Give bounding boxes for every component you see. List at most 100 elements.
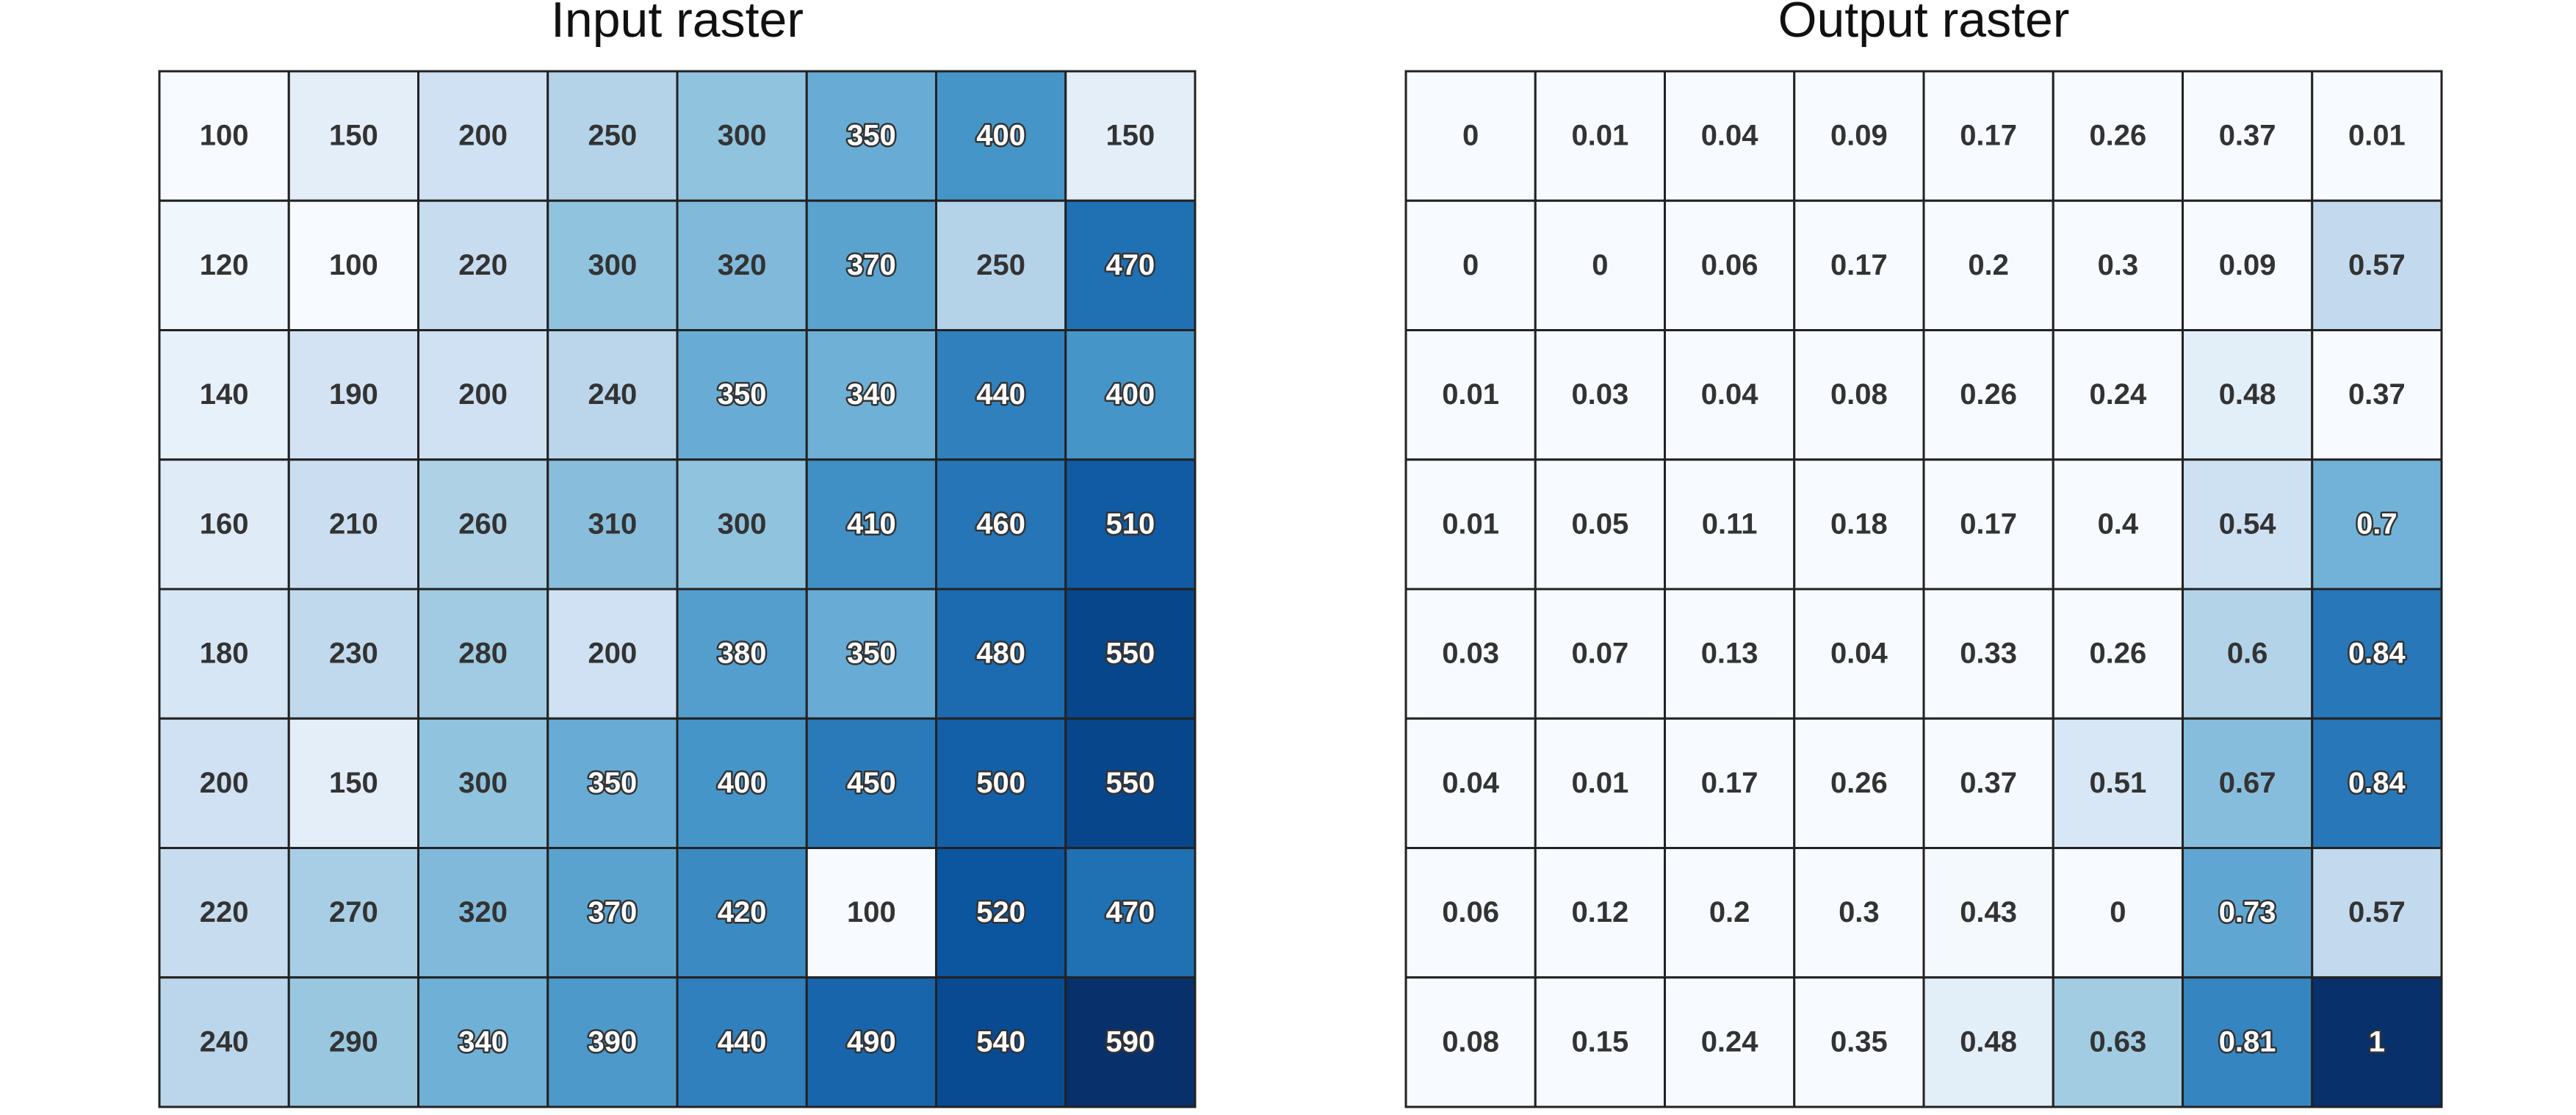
heatmap-cell — [1064, 976, 1197, 1108]
heatmap-cell — [1793, 847, 1925, 979]
cell-label: 0.26 — [1830, 767, 1888, 799]
heatmap-cell — [1404, 199, 1537, 331]
cell-label: 300 — [458, 767, 508, 799]
cell-label: 400 — [718, 767, 767, 799]
heatmap-cell — [1664, 199, 1796, 331]
heatmap-cell — [2052, 70, 2184, 202]
cell-label: 550 — [1106, 767, 1155, 799]
cell-label: 0.05 — [1571, 508, 1628, 540]
cell-label: 0.17 — [1960, 120, 2017, 152]
heatmap-cell — [1064, 199, 1197, 331]
cell-label: 140 — [200, 378, 249, 411]
heatmap-cell — [417, 847, 549, 979]
heatmap-cell — [2052, 588, 2184, 720]
cell-label: 0.48 — [2219, 378, 2276, 411]
cell-label: 0.26 — [2089, 120, 2146, 152]
cell-label: 0.48 — [1960, 1025, 2017, 1058]
cell-label: 590 — [1106, 1025, 1155, 1058]
cell-label: 0.17 — [1701, 767, 1758, 799]
heatmap-cell — [158, 458, 290, 591]
cell-label: 250 — [588, 120, 638, 152]
cell-label: 0.03 — [1571, 378, 1628, 411]
cell-label: 0.24 — [2089, 378, 2147, 411]
cell-label: 290 — [329, 1025, 378, 1058]
heatmap-cell — [2311, 458, 2443, 591]
cell-label: 260 — [458, 508, 508, 540]
heatmap-cell — [2182, 976, 2314, 1108]
heatmap-cell — [1664, 847, 1796, 979]
cell-label: 0.09 — [1830, 120, 1888, 152]
heatmap-cell — [1064, 847, 1197, 979]
heatmap-cell — [935, 847, 1067, 979]
cell-label: 410 — [847, 508, 896, 540]
heatmap-cell — [676, 588, 808, 720]
heatmap-cell — [546, 199, 679, 331]
cell-label: 0.84 — [2348, 638, 2406, 670]
chart-title: Output raster — [1778, 0, 2070, 48]
cell-label: 0.04 — [1442, 767, 1500, 799]
heatmap-cell — [287, 847, 419, 979]
cell-label: 0.01 — [1442, 378, 1499, 411]
heatmap-cell — [1922, 199, 2054, 331]
cell-label: 350 — [718, 378, 767, 411]
heatmap-cell — [1404, 329, 1537, 461]
cell-label: 230 — [329, 638, 378, 670]
heatmap-cell — [676, 458, 808, 591]
cell-label: 220 — [200, 896, 249, 928]
cell-label: 0.26 — [1960, 378, 2017, 411]
heatmap-cell — [158, 847, 290, 979]
cell-label: 240 — [200, 1025, 249, 1058]
heatmap-cell — [1534, 70, 1666, 202]
heatmap-cell — [1922, 329, 2054, 461]
heatmap-cell — [2052, 976, 2184, 1108]
cell-label: 120 — [200, 249, 249, 281]
cell-label: 0.18 — [1830, 508, 1888, 540]
cell-label: 490 — [847, 1025, 896, 1058]
cell-label: 100 — [200, 120, 249, 152]
heatmap-cell — [1664, 329, 1796, 461]
cell-label: 0.01 — [1442, 508, 1499, 540]
cell-label: 0.4 — [2098, 508, 2139, 540]
cell-label: 280 — [458, 638, 508, 670]
cell-label: 0.08 — [1830, 378, 1888, 411]
heatmap-cell — [2052, 199, 2184, 331]
heatmap-cell — [158, 976, 290, 1108]
heatmap-cell — [2052, 717, 2184, 849]
heatmap-cell — [2182, 847, 2314, 979]
cell-label: 200 — [200, 767, 249, 799]
cell-label: 0.03 — [1442, 638, 1499, 670]
cell-label: 380 — [718, 638, 767, 670]
heatmap-cell — [1534, 329, 1666, 461]
cell-label: 180 — [200, 638, 249, 670]
heatmap-cell — [546, 329, 679, 461]
cell-label: 0.35 — [1830, 1025, 1888, 1058]
cell-label: 390 — [588, 1025, 638, 1058]
heatmap-cell — [1404, 717, 1537, 849]
cell-label: 470 — [1106, 896, 1155, 928]
cell-label: 0.24 — [1701, 1025, 1759, 1058]
cell-label: 0.07 — [1571, 638, 1628, 670]
heatmap-cell — [1664, 588, 1796, 720]
heatmap-cell — [417, 717, 549, 849]
cell-label: 540 — [976, 1025, 1025, 1058]
cell-label: 370 — [847, 249, 896, 281]
cell-label: 1 — [2369, 1025, 2385, 1058]
cell-label: 0.33 — [1960, 638, 2017, 670]
heatmap-cell — [935, 717, 1067, 849]
cell-label: 0.01 — [1571, 767, 1628, 799]
heatmap-cell — [1064, 588, 1197, 720]
cell-label: 500 — [976, 767, 1025, 799]
heatmap-cell — [417, 976, 549, 1108]
heatmap-cell — [1534, 199, 1666, 331]
cell-label: 0 — [2110, 896, 2126, 928]
cell-label: 160 — [200, 508, 249, 540]
cell-label: 270 — [329, 896, 378, 928]
heatmap-cell — [287, 70, 419, 202]
cell-label: 200 — [458, 378, 508, 411]
cell-label: 0.11 — [1702, 508, 1758, 540]
cell-label: 240 — [588, 378, 638, 411]
heatmap-cell — [1534, 588, 1666, 720]
cell-label: 0.54 — [2219, 508, 2277, 540]
heatmap-cell — [2311, 70, 2443, 202]
